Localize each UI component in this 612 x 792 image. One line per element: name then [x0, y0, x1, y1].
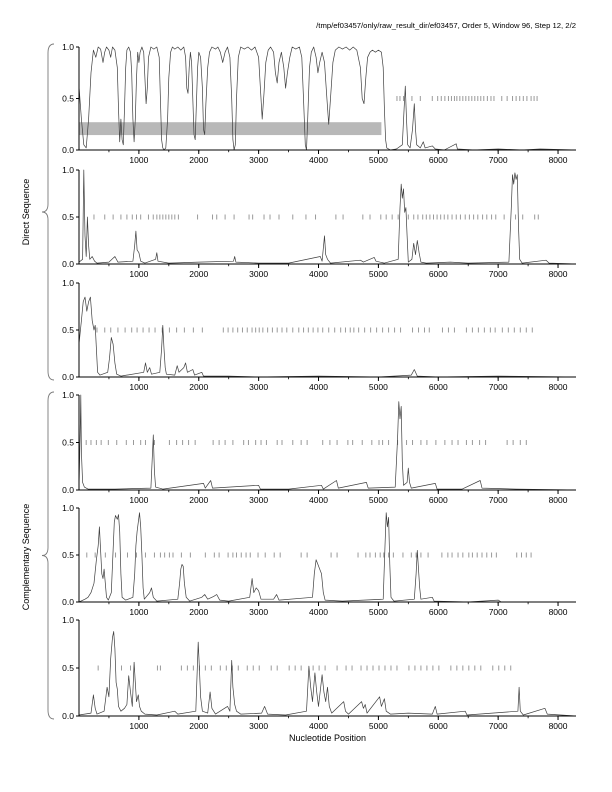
trace-line: [78, 296, 577, 378]
tick-label: 7000: [489, 607, 508, 617]
tick-label: 6000: [429, 155, 448, 165]
tick-label: 0.0: [62, 145, 74, 155]
tick-label: 5000: [369, 382, 388, 392]
tick-label: 7000: [489, 155, 508, 165]
complementary-sequence-label: Complementary Sequence: [21, 503, 31, 611]
tick-label: 4000: [309, 382, 328, 392]
tick-label: 1000: [129, 495, 148, 505]
tick-label: 4000: [309, 269, 328, 279]
tick-label: 3000: [249, 607, 268, 617]
tick-label: 0.5: [62, 94, 74, 104]
tick-label: 0.0: [62, 597, 74, 607]
panel-complementary-frame-3: 0.0 0.5 1.0 1000 2000 3000 4000 5000 6000 7000 800…: [62, 615, 577, 731]
tick-label: 7000: [489, 495, 508, 505]
tick-label: 2000: [189, 607, 208, 617]
tick-label: 6000: [429, 382, 448, 392]
panel-complementary-frame-1: 0.0 0.5 1.0 1000 2000 3000 4000 5000 6000 7000 800…: [62, 390, 577, 505]
tick-label: 5000: [369, 269, 388, 279]
trace-line: [78, 46, 577, 151]
tick-label: 7000: [489, 269, 508, 279]
tick-label: 0.0: [62, 485, 74, 495]
tick-label: 8000: [549, 721, 568, 731]
tick-label: 0.5: [62, 438, 74, 448]
tick-label: 1.0: [62, 278, 74, 288]
tick-label: 2000: [189, 155, 208, 165]
orf-markers: [86, 552, 532, 558]
tick-label: 4000: [309, 721, 328, 731]
tick-label: 0.0: [62, 259, 74, 269]
panel-direct-frame-2: 0.0 0.5 1.0 1000 2000 3000 4000 5000 6000 7000 800…: [62, 165, 577, 279]
tick-label: 7000: [489, 382, 508, 392]
tick-label: 3000: [249, 382, 268, 392]
direct-sequence-label: Direct Sequence: [21, 178, 31, 246]
tick-label: 6000: [429, 269, 448, 279]
tick-label: 8000: [549, 382, 568, 392]
orf-markers: [85, 440, 527, 445]
orf-markers: [396, 96, 538, 101]
tick-label: 1000: [129, 607, 148, 617]
tick-label: 4000: [309, 155, 328, 165]
highlight-band: [79, 122, 382, 136]
tick-label: 2000: [189, 721, 208, 731]
panel-complementary-frame-2: 0.0 0.5 1.0 1000 2000 3000 4000 5000 6000 7000 800…: [62, 503, 576, 617]
tick-label: 0.0: [62, 372, 74, 382]
tick-label: 3000: [249, 155, 268, 165]
tick-label: 8000: [549, 269, 568, 279]
tick-label: 1.0: [62, 390, 74, 400]
tick-label: 8000: [549, 495, 568, 505]
tick-label: 0.5: [62, 550, 74, 560]
tick-label: 8000: [549, 155, 568, 165]
x-axis-title: Nucleotide Position: [288, 733, 367, 743]
trace-line: [78, 631, 577, 717]
tick-label: 2000: [189, 382, 208, 392]
panel-direct-frame-1: 0.0 0.5 1.0 1000 2000 3000 4000 5000 6000 7000 800…: [62, 42, 577, 165]
tick-label: 1.0: [62, 503, 74, 513]
tick-label: 1000: [129, 721, 148, 731]
tick-label: 1.0: [62, 615, 74, 625]
tick-label: 0.5: [62, 325, 74, 335]
tick-label: 1000: [129, 269, 148, 279]
tick-label: 2000: [189, 269, 208, 279]
tick-label: 1.0: [62, 42, 74, 52]
panel-direct-frame-3: 0.0 0.5 1.0 1000 2000 3000 4000 5000 6000 7000 800…: [62, 278, 577, 392]
direct-sequence-brace: [41, 43, 55, 381]
tick-label: 4000: [309, 607, 328, 617]
tick-label: 7000: [489, 721, 508, 731]
tick-label: 0.5: [62, 663, 74, 673]
tick-label: 6000: [429, 721, 448, 731]
orf-markers: [97, 665, 512, 671]
tick-label: 8000: [549, 607, 568, 617]
tick-label: 4000: [309, 495, 328, 505]
tick-label: 2000: [189, 495, 208, 505]
trace-line: [78, 394, 577, 491]
tick-label: 5000: [369, 721, 388, 731]
tick-label: 5000: [369, 495, 388, 505]
tick-label: 5000: [369, 607, 388, 617]
tick-label: 5000: [369, 155, 388, 165]
tick-label: 1000: [129, 382, 148, 392]
tick-label: 3000: [249, 721, 268, 731]
tick-label: 3000: [249, 495, 268, 505]
tick-label: 1000: [129, 155, 148, 165]
trace-line: [78, 169, 577, 265]
tick-label: 1.0: [62, 165, 74, 175]
tick-label: 6000: [429, 495, 448, 505]
figure-title: /tmp/ef03457/only/raw_result_dir/ef03457…: [316, 21, 576, 30]
tick-label: 3000: [249, 269, 268, 279]
complementary-sequence-brace: [41, 391, 55, 720]
trace-line: [78, 512, 576, 603]
orf-markers: [93, 214, 539, 220]
tick-label: 0.5: [62, 212, 74, 222]
tick-label: 0.0: [62, 711, 74, 721]
orf-markers: [96, 327, 533, 333]
tick-label: 6000: [429, 607, 448, 617]
